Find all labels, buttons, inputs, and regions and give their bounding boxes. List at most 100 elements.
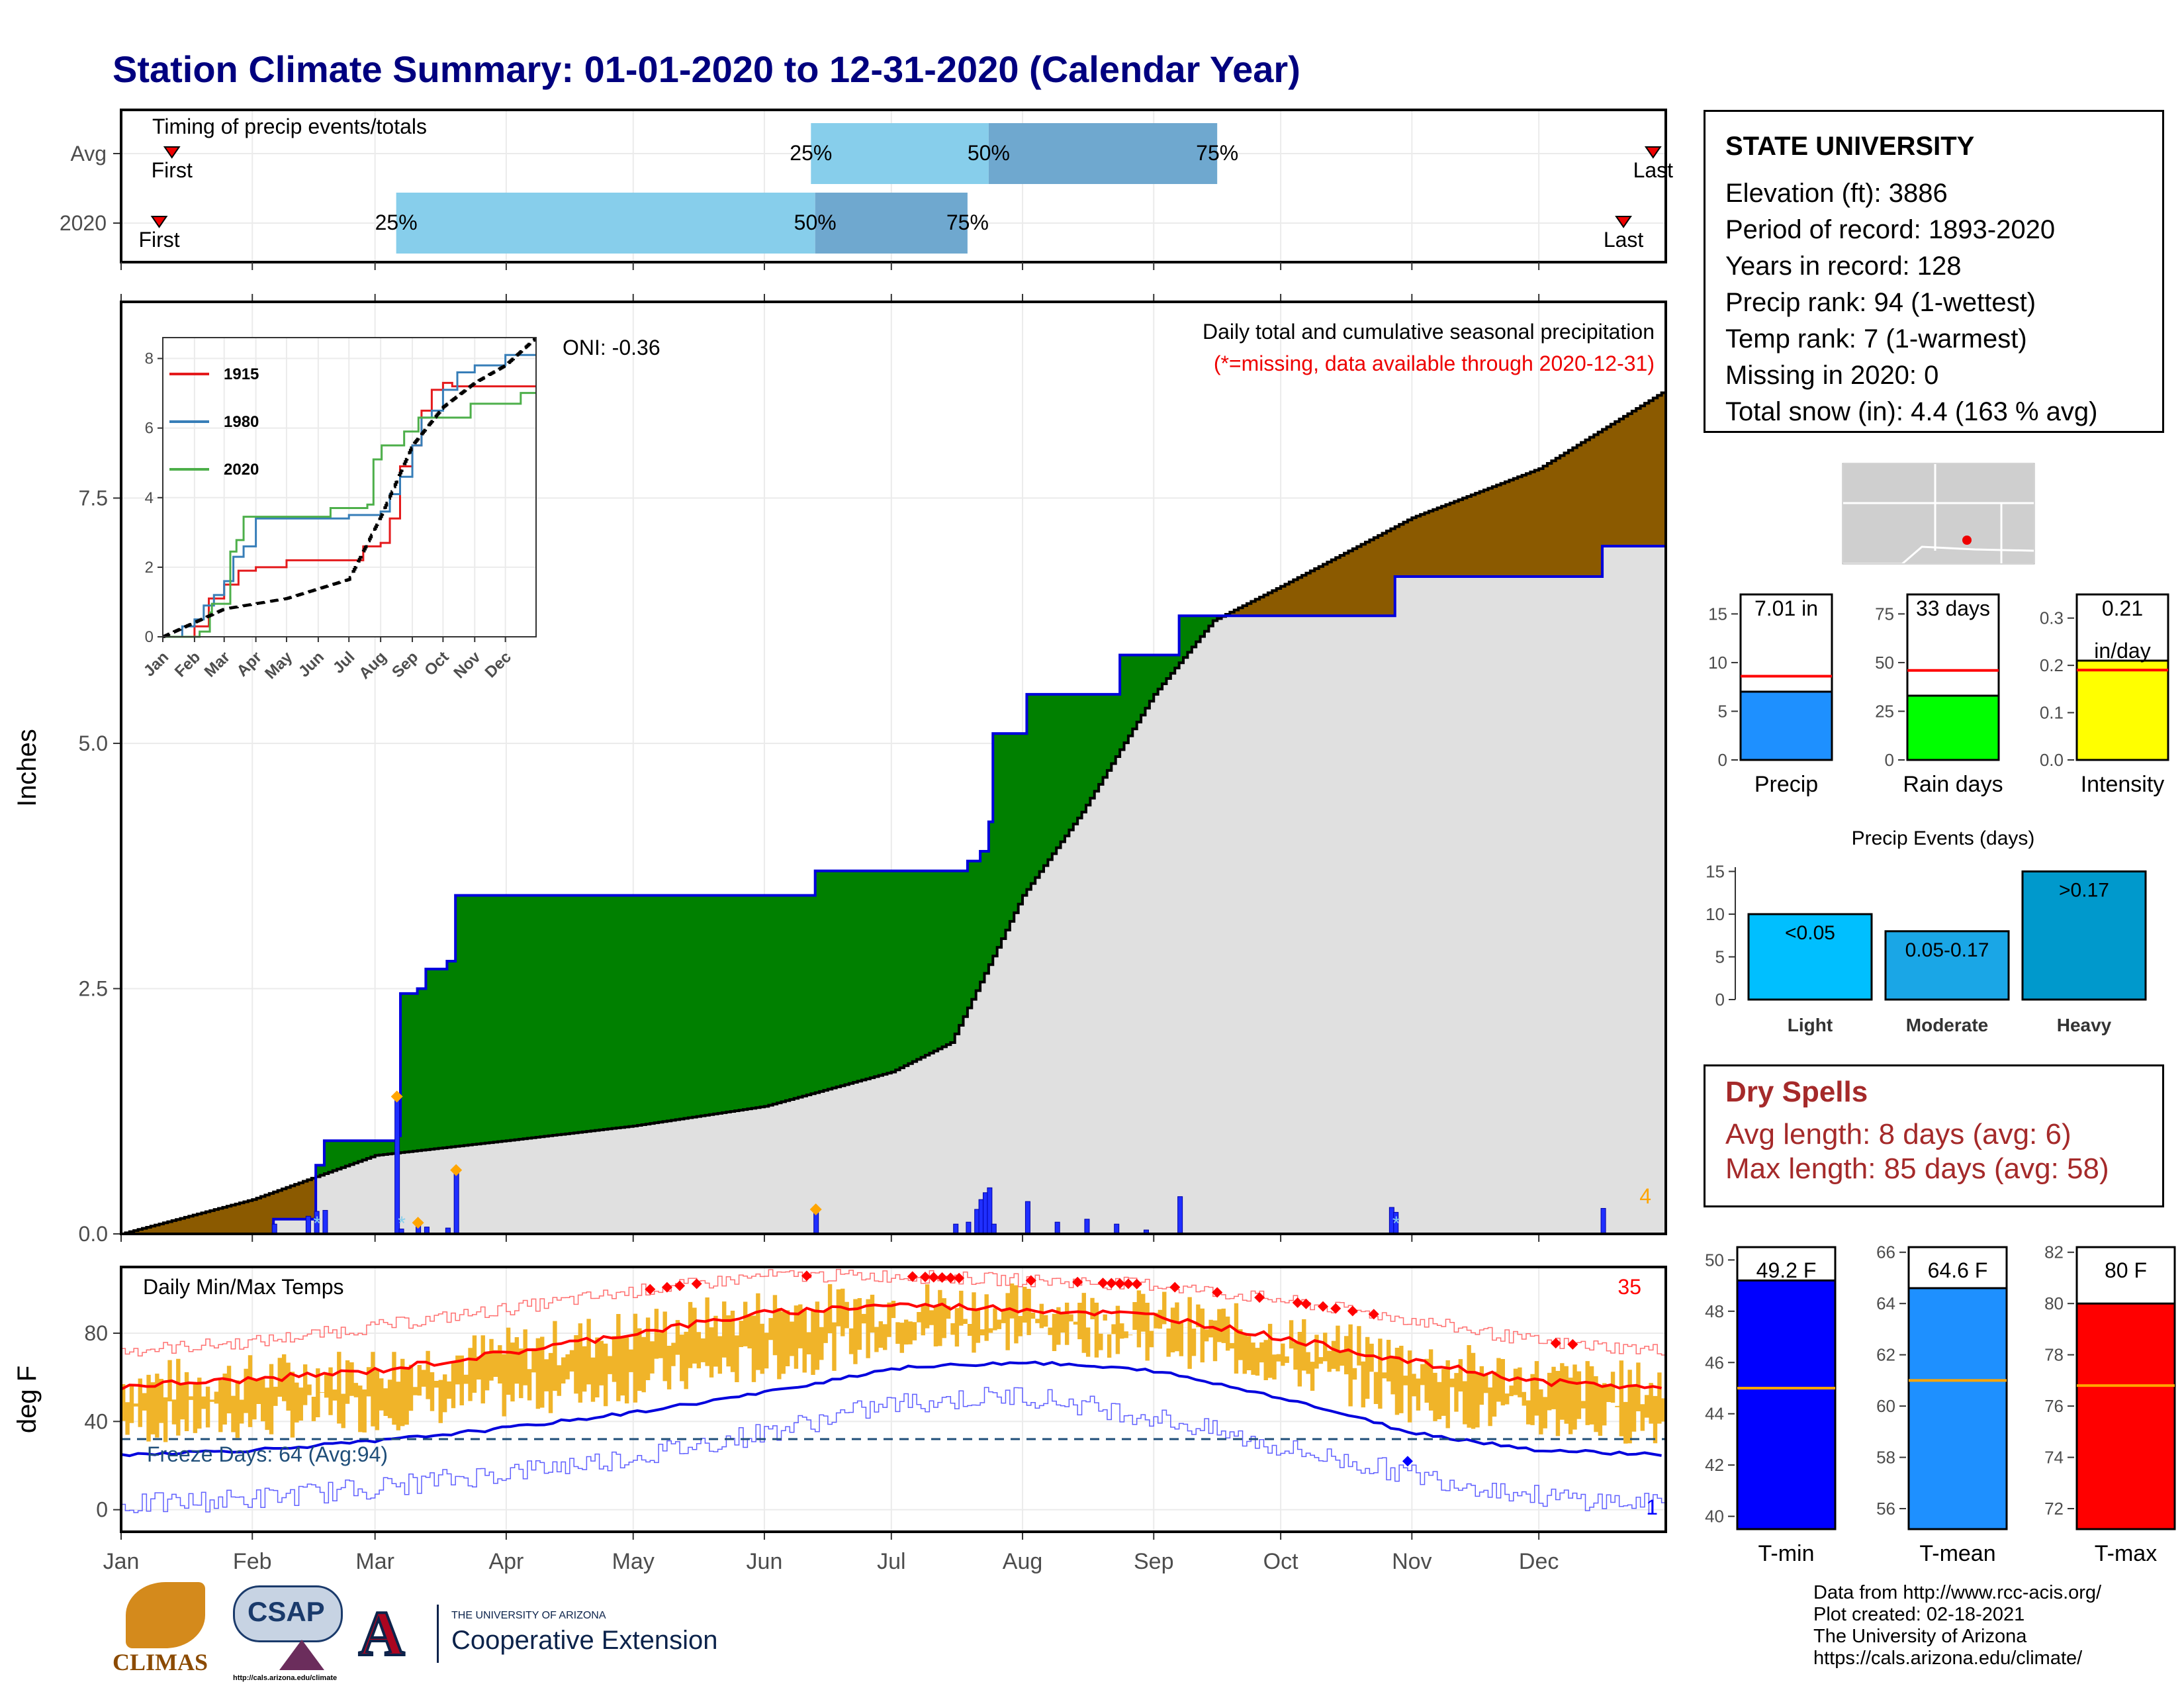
intensity-label: Intensity	[2081, 772, 2165, 797]
inset-legend-label: 1915	[224, 365, 259, 383]
rain-days-y-tick: 25	[1875, 701, 1894, 721]
temp-y-tick: 0	[96, 1498, 108, 1522]
record-min-line	[121, 1387, 1666, 1514]
events-x-label: Light	[1788, 1015, 1833, 1035]
temp-panel-border	[120, 1266, 1667, 1533]
precip-y-tick: 5.0	[79, 731, 108, 755]
tmin-y-tick: 44	[1705, 1404, 1724, 1424]
tmin-value-text: 49.2 F	[1756, 1258, 1817, 1282]
record-high-count: 35	[1617, 1275, 1641, 1299]
record-high-marker-icon	[1115, 1278, 1126, 1289]
tmax-value-text: 80 F	[2105, 1258, 2147, 1282]
last-marker-icon	[1615, 216, 1632, 228]
tmin-y-tick: 50	[1705, 1250, 1724, 1270]
record-high-marker-icon	[1212, 1287, 1223, 1298]
month-tick-label: Dec	[1519, 1549, 1559, 1574]
record-high-marker-icon	[907, 1271, 918, 1282]
dry-spells-avg: Avg length: 8 days (avg: 6)	[1725, 1118, 2071, 1150]
intensity-y-tick: 0.3	[2040, 608, 2064, 628]
tmin-y-tick: 46	[1705, 1352, 1724, 1372]
tmean-y-tick: 58	[1876, 1448, 1895, 1468]
snow-marker-icon	[450, 1164, 463, 1176]
timing-row-label: Avg	[70, 142, 107, 165]
month-tick-label: Aug	[1003, 1549, 1043, 1574]
credit-line: https://cals.arizona.edu/climate/	[1813, 1648, 2083, 1669]
events-x-label: Moderate	[1906, 1015, 1988, 1035]
inset-y-tick: 6	[145, 420, 154, 438]
precip-base-fill	[121, 546, 1666, 1234]
timing-bar-q2	[988, 123, 1218, 184]
pct-label-75: 75%	[1196, 141, 1238, 165]
csap-text: CSAP	[248, 1596, 325, 1627]
tmax-label: T-max	[2095, 1541, 2157, 1566]
record-high-marker-icon	[1292, 1297, 1303, 1308]
snow-marker-icon	[412, 1217, 424, 1229]
locator-map	[1842, 463, 2035, 565]
dry-spells-box: Dry Spells Avg length: 8 days (avg: 6) M…	[1704, 1064, 2164, 1207]
climas-emblem-icon	[126, 1582, 205, 1648]
tmax-y-tick: 80	[2044, 1293, 2064, 1313]
pct-label-50: 50%	[794, 211, 837, 234]
record-high-marker-icon	[1550, 1338, 1561, 1349]
record-max-line	[121, 1268, 1666, 1357]
tmax-y-tick: 76	[2044, 1396, 2064, 1416]
last-marker-icon	[1644, 146, 1662, 159]
climas-logo: CLIMAS	[106, 1582, 218, 1681]
temp-y-label: deg F	[13, 1366, 42, 1433]
timing-bar-q1	[396, 193, 815, 254]
timing-panel-border	[120, 109, 1667, 263]
inset-y-tick: 2	[145, 559, 154, 577]
intensity-y-tick: 0.1	[2040, 703, 2064, 723]
precip-y-tick: 2.5	[79, 976, 108, 1000]
month-tick-label: May	[612, 1549, 655, 1574]
record-high-marker-icon	[1300, 1298, 1312, 1309]
first-label: First	[152, 158, 193, 182]
pct-label-75: 75%	[946, 211, 989, 234]
record-high-marker-icon	[1254, 1292, 1265, 1303]
ua-logo: A THE UNIVERSITY OF ARIZONA Cooperative …	[357, 1601, 756, 1668]
tmax-frame	[2075, 1246, 2176, 1530]
tmax-y-tick: 72	[2044, 1499, 2064, 1519]
rain-days-y-tick: 0	[1885, 750, 1894, 770]
precip-y-tick: 0	[1718, 750, 1727, 770]
missing-marker: *	[1392, 1213, 1400, 1235]
precip-y-label: Inches	[13, 729, 42, 807]
daily-precip-bar	[271, 1223, 277, 1235]
record-high-marker-icon	[691, 1278, 702, 1289]
month-tick-label: Apr	[488, 1549, 523, 1574]
record-high-marker-icon	[1025, 1275, 1036, 1286]
temp-panel-title: Daily Min/Max Temps	[143, 1275, 343, 1299]
inset-legend-label: 2020	[224, 461, 259, 479]
month-tick-label: Jul	[877, 1549, 905, 1574]
first-marker-icon	[150, 216, 168, 228]
pct-label-25: 25%	[375, 211, 418, 234]
csap-url: http://cals.arizona.edu/climate	[233, 1674, 338, 1682]
record-high-marker-icon	[1106, 1278, 1117, 1289]
intensity-y-tick: 0.2	[2040, 655, 2064, 675]
events-bar-text: <0.05	[1785, 922, 1835, 944]
record-high-marker-icon	[1097, 1278, 1109, 1289]
record-high-marker-icon	[1330, 1303, 1342, 1314]
intensity-frame	[2075, 593, 2169, 761]
month-tick-label: Jun	[747, 1549, 783, 1574]
record-high-marker-icon	[1122, 1278, 1134, 1289]
inset-y-tick: 8	[145, 350, 154, 368]
station-years: Years in record: 128	[1725, 252, 1962, 281]
events-y-tick: 5	[1715, 947, 1725, 966]
temp-y-tick: 80	[84, 1321, 108, 1345]
average-cumulative-line	[121, 391, 1666, 1235]
daily-precip-bar	[1600, 1207, 1606, 1235]
mountain-icon	[279, 1640, 324, 1670]
record-high-marker-icon	[1347, 1305, 1358, 1317]
record-high-marker-icon	[936, 1272, 948, 1283]
events-x-label: Heavy	[2057, 1015, 2112, 1035]
station-temp-rank: Temp rank: 7 (1-warmest)	[1725, 324, 2027, 353]
pct-label-25: 25%	[790, 141, 832, 165]
below-average-fill	[125, 393, 1666, 1234]
record-high-marker-icon	[945, 1272, 956, 1284]
state-borders	[1843, 463, 2034, 564]
ua-small-text: THE UNIVERSITY OF ARIZONA	[451, 1610, 606, 1621]
record-high-marker-icon	[1169, 1282, 1181, 1293]
record-high-marker-icon	[1368, 1309, 1379, 1320]
